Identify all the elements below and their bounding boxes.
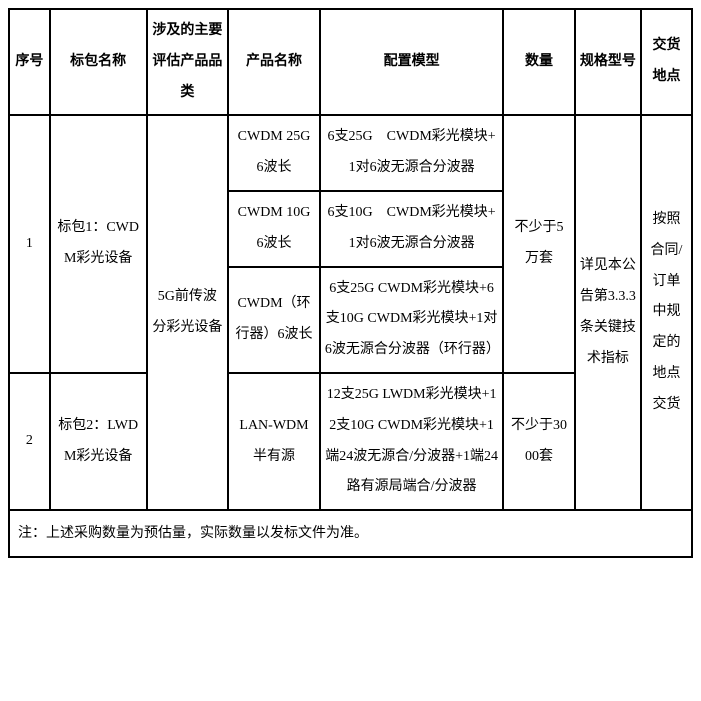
cell-prod-2: CWDM 10G 6波长: [228, 191, 320, 267]
cell-spec: 详见本公告第3.3.3条关键技术指标: [575, 115, 641, 510]
header-row: 序号 标包名称 涉及的主要评估产品品类 产品名称 配置模型 数量 规格型号 交货…: [9, 9, 692, 115]
cell-cat: 5G前传波分彩光设备: [147, 115, 229, 510]
spec-table: 序号 标包名称 涉及的主要评估产品品类 产品名称 配置模型 数量 规格型号 交货…: [8, 8, 693, 558]
header-qty: 数量: [503, 9, 574, 115]
header-pkg: 标包名称: [50, 9, 147, 115]
cell-prod-1: CWDM 25G 6波长: [228, 115, 320, 191]
header-prod: 产品名称: [228, 9, 320, 115]
cell-pkg-2: 标包2：LWDM彩光设备: [50, 373, 147, 510]
header-spec: 规格型号: [575, 9, 641, 115]
cell-qty-2: 不少于3000套: [503, 373, 574, 510]
header-loc: 交货地点: [641, 9, 692, 115]
cell-cfg-1: 6支25G CWDM彩光模块+1对6波无源合分波器: [320, 115, 503, 191]
cell-cfg-2: 6支10G CWDM彩光模块+1对6波无源合分波器: [320, 191, 503, 267]
cell-prod-4: LAN-WDM半有源: [228, 373, 320, 510]
cell-pkg-1: 标包1：CWDM彩光设备: [50, 115, 147, 373]
cell-cfg-4: 12支25G LWDM彩光模块+12支10G CWDM彩光模块+1端24波无源合…: [320, 373, 503, 510]
cell-prod-3: CWDM（环行器）6波长: [228, 267, 320, 373]
cell-cfg-3: 6支25G CWDM彩光模块+6支10G CWDM彩光模块+1对6波无源合分波器…: [320, 267, 503, 373]
header-cfg: 配置模型: [320, 9, 503, 115]
cell-seq-2: 2: [9, 373, 50, 510]
cell-loc: 按照合同/订单中规定的地点交货: [641, 115, 692, 510]
header-seq: 序号: [9, 9, 50, 115]
header-cat: 涉及的主要评估产品品类: [147, 9, 229, 115]
table-row: 1 标包1：CWDM彩光设备 5G前传波分彩光设备 CWDM 25G 6波长 6…: [9, 115, 692, 191]
note-row: 注：上述采购数量为预估量，实际数量以发标文件为准。: [9, 510, 692, 557]
note-cell: 注：上述采购数量为预估量，实际数量以发标文件为准。: [9, 510, 692, 557]
cell-qty-1: 不少于5万套: [503, 115, 574, 373]
cell-seq-1: 1: [9, 115, 50, 373]
